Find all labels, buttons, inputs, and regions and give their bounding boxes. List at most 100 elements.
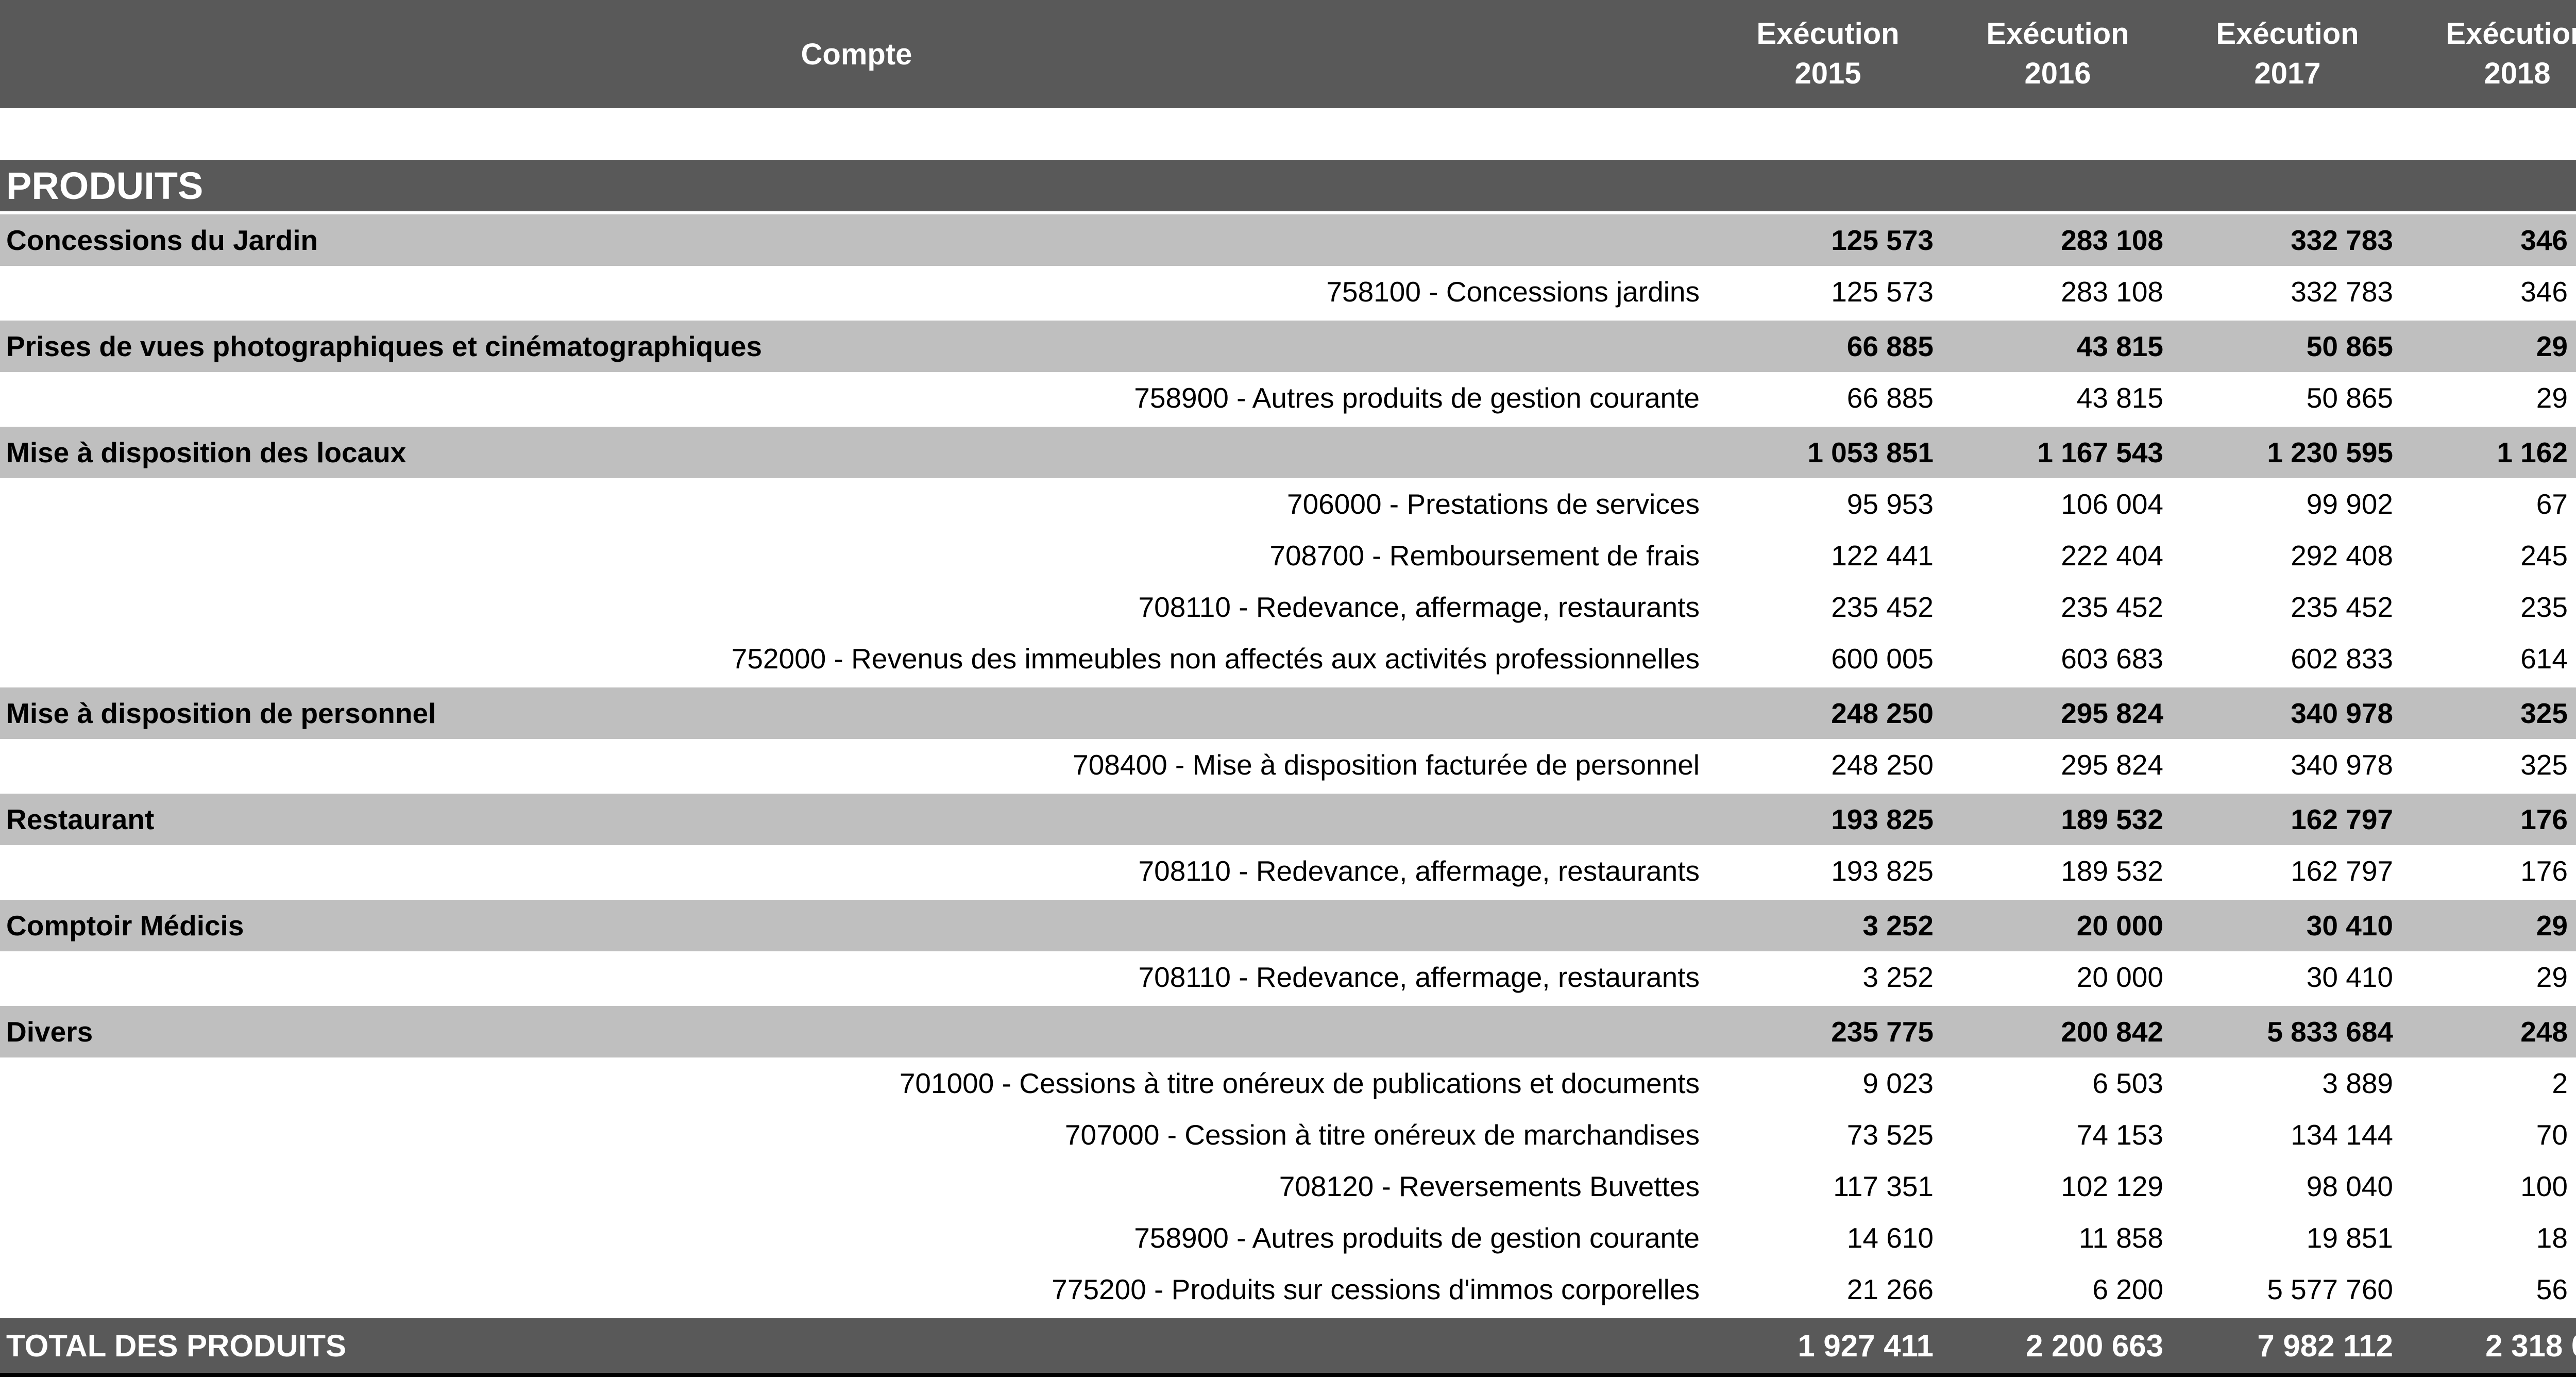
value-cell: 200 842 [1943, 1003, 2173, 1057]
value-cell: 600 005 [1713, 633, 1943, 686]
total-value-cell: 2 318 061 [2402, 1315, 2576, 1373]
column-header-year: 2018 [2484, 57, 2551, 90]
row-label: 758900 - Autres produits de gestion cour… [0, 1212, 1713, 1264]
row-label: Divers [0, 1003, 1713, 1057]
row-label: 701000 - Cessions à titre onéreux de pub… [0, 1057, 1713, 1109]
row-label: 758900 - Autres produits de gestion cour… [0, 372, 1713, 425]
row-label: Concessions du Jardin [0, 211, 1713, 266]
detail-row: 775200 - Produits sur cessions d'immos c… [0, 1264, 2576, 1317]
value-cell: 295 824 [1943, 739, 2173, 792]
value-cell: 30 410 [2173, 951, 2402, 1004]
bottom-border-bar [0, 1373, 2576, 1377]
value-cell: 235 452 [2402, 581, 2576, 633]
total-value-cell: 2 200 663 [1943, 1315, 2173, 1373]
row-label: 708110 - Redevance, affermage, restauran… [0, 951, 1713, 1004]
value-cell: 56 287 [2402, 1264, 2576, 1317]
row-label: 708110 - Redevance, affermage, restauran… [0, 845, 1713, 898]
value-cell: 235 452 [1713, 581, 1943, 633]
column-header-year: 2016 [2024, 57, 2091, 90]
value-cell: 162 797 [2173, 845, 2402, 898]
value-cell: 74 153 [1943, 1109, 2173, 1161]
value-cell: 20 000 [1943, 951, 2173, 1004]
value-cell: 248 250 [1713, 739, 1943, 792]
value-cell: 3 252 [1713, 951, 1943, 1004]
row-label: Mise à disposition de personnel [0, 684, 1713, 739]
row-label: 707000 - Cession à titre onéreux de marc… [0, 1109, 1713, 1161]
row-label: Mise à disposition des locaux [0, 424, 1713, 478]
header-row: Compte Exécution 2015 Exécution 2016 Exé… [0, 0, 2576, 108]
value-cell: 222 404 [1943, 530, 2173, 581]
value-cell: 325 762 [2402, 684, 2576, 739]
column-header-exec-2017: Exécution 2017 [2173, 0, 2402, 108]
row-label: Comptoir Médicis [0, 897, 1713, 951]
value-cell: 245 323 [2402, 530, 2576, 581]
detail-row: 752000 - Revenus des immeubles non affec… [0, 633, 2576, 686]
total-value-cell: 1 927 411 [1713, 1315, 1943, 1373]
value-cell: 162 797 [2173, 791, 2402, 845]
value-cell: 66 885 [1713, 372, 1943, 425]
value-cell: 340 978 [2173, 684, 2402, 739]
value-cell: 176 459 [2402, 845, 2576, 898]
value-cell: 189 532 [1943, 845, 2173, 898]
detail-row: 708120 - Reversements Buvettes 117 351 1… [0, 1161, 2576, 1212]
spacer-row [0, 108, 2576, 160]
category-row: Concessions du Jardin 125 573 283 108 33… [0, 211, 2576, 266]
value-cell: 70 699 [2402, 1109, 2576, 1161]
category-row: Mise à disposition des locaux 1 053 851 … [0, 424, 2576, 478]
column-header-year: 2017 [2254, 57, 2321, 90]
value-cell: 248 250 [1713, 684, 1943, 739]
detail-row: 701000 - Cessions à titre onéreux de pub… [0, 1057, 2576, 1109]
value-cell: 50 865 [2173, 372, 2402, 425]
column-header-year: 2015 [1794, 57, 1861, 90]
value-cell: 95 953 [1713, 478, 1943, 530]
value-cell: 614 540 [2402, 633, 2576, 686]
value-cell: 43 815 [1943, 317, 2173, 372]
category-row: Prises de vues photographiques et cinéma… [0, 317, 2576, 372]
value-cell: 235 775 [1713, 1003, 1943, 1057]
value-cell: 134 144 [2173, 1109, 2402, 1161]
value-cell: 6 200 [1943, 1264, 2173, 1317]
column-header-exec-2016: Exécution 2016 [1943, 0, 2173, 108]
value-cell: 125 573 [1713, 211, 1943, 266]
value-cell: 66 885 [1713, 317, 1943, 372]
value-cell: 325 762 [2402, 739, 2576, 792]
row-label: 752000 - Revenus des immeubles non affec… [0, 633, 1713, 686]
column-header-title: Exécution [1756, 17, 1900, 51]
value-cell: 5 833 684 [2173, 1003, 2402, 1057]
row-label: 758100 - Concessions jardins [0, 266, 1713, 319]
row-label: 706000 - Prestations de services [0, 478, 1713, 530]
detail-row: 706000 - Prestations de services 95 953 … [0, 478, 2576, 530]
value-cell: 6 503 [1943, 1057, 2173, 1109]
category-row: Comptoir Médicis 3 252 20 000 30 410 29 … [0, 897, 2576, 951]
value-cell: 193 825 [1713, 791, 1943, 845]
value-cell: 283 108 [1943, 211, 2173, 266]
value-cell: 29 428 [2402, 372, 2576, 425]
value-cell: 106 004 [1943, 478, 2173, 530]
column-header-title: Exécution [1986, 17, 2129, 51]
total-value-cell: 7 982 112 [2173, 1315, 2402, 1373]
column-header-compte: Compte [0, 0, 1713, 108]
row-label: 708400 - Mise à disposition facturée de … [0, 739, 1713, 792]
row-label: 775200 - Produits sur cessions d'immos c… [0, 1264, 1713, 1317]
value-cell: 1 167 543 [1943, 424, 2173, 478]
detail-row: 708110 - Redevance, affermage, restauran… [0, 845, 2576, 898]
category-row: Mise à disposition de personnel 248 250 … [0, 684, 2576, 739]
row-label: 708110 - Redevance, affermage, restauran… [0, 581, 1713, 633]
value-cell: 5 577 760 [2173, 1264, 2402, 1317]
total-row: TOTAL DES PRODUITS 1 927 411 2 200 663 7… [0, 1315, 2576, 1373]
value-cell: 100 063 [2402, 1161, 2576, 1212]
value-cell: 117 351 [1713, 1161, 1943, 1212]
row-label: 708700 - Remboursement de frais [0, 530, 1713, 581]
detail-row: 707000 - Cession à titre onéreux de marc… [0, 1109, 2576, 1161]
detail-row: 708700 - Remboursement de frais 122 441 … [0, 530, 2576, 581]
value-cell: 30 410 [2173, 897, 2402, 951]
value-cell: 340 978 [2173, 739, 2402, 792]
value-cell: 1 162 566 [2402, 424, 2576, 478]
value-cell: 332 783 [2173, 266, 2402, 319]
value-cell: 346 558 [2402, 211, 2576, 266]
value-cell: 102 129 [1943, 1161, 2173, 1212]
section-title: PRODUITS [0, 160, 2576, 213]
detail-row: 758900 - Autres produits de gestion cour… [0, 1212, 2576, 1264]
detail-row: 708110 - Redevance, affermage, restauran… [0, 951, 2576, 1004]
row-label: 708120 - Reversements Buvettes [0, 1161, 1713, 1212]
